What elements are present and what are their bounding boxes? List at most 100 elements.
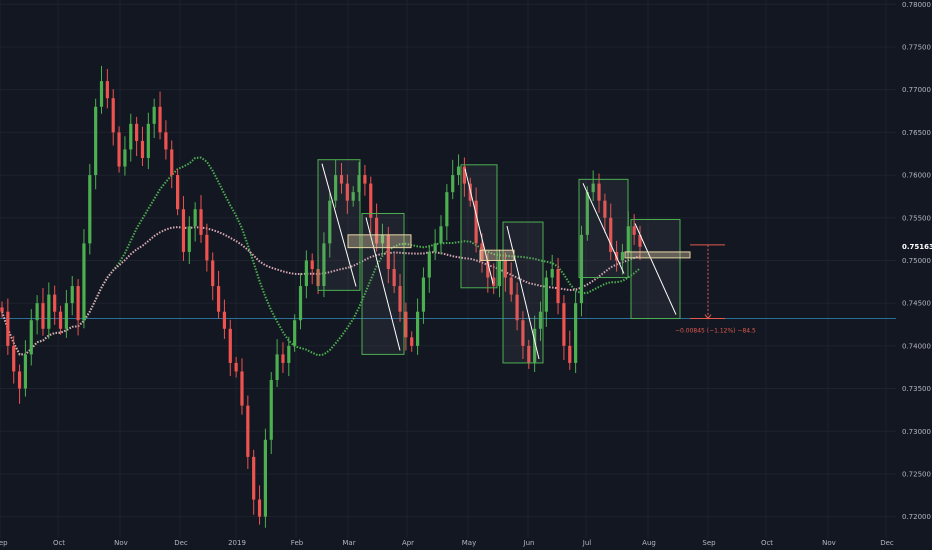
candle xyxy=(392,253,396,294)
price-axis[interactable]: 0.78000 0.77500 0.77000 0.76500 0.76000 0.755… xyxy=(897,1,932,521)
pattern-leg-line[interactable] xyxy=(464,168,494,284)
candle-body xyxy=(164,132,168,150)
measure-arrow xyxy=(704,314,712,320)
time-axis[interactable]: Sep Oct Nov Dec 2019 Feb Mar Apr May Jun Jul Aug Sep… xyxy=(0,539,894,547)
time-tick-label: Dec xyxy=(174,539,188,547)
candle xyxy=(363,164,367,196)
candle xyxy=(298,272,303,330)
candle xyxy=(88,163,92,255)
candle-body xyxy=(181,209,186,252)
candle-body xyxy=(205,234,209,261)
candle-body xyxy=(17,371,22,389)
candle-body xyxy=(129,123,133,150)
time-tick-label: Nov xyxy=(114,539,128,547)
price-tick-label: 0.75500 xyxy=(902,214,931,222)
candle xyxy=(17,364,22,404)
pattern-leg-line[interactable] xyxy=(582,183,625,274)
pattern-boxes xyxy=(317,159,681,364)
candle-body xyxy=(228,328,232,363)
candle xyxy=(497,249,502,298)
price-zone[interactable] xyxy=(347,234,412,249)
candle xyxy=(164,120,168,160)
candle-body xyxy=(47,294,51,329)
candle-body xyxy=(480,243,484,261)
candle xyxy=(334,159,338,208)
candle-body xyxy=(486,260,490,278)
candle-body xyxy=(492,277,496,287)
candle xyxy=(152,98,156,139)
candle-body xyxy=(456,166,461,176)
price-tick-label: 0.76000 xyxy=(902,172,931,180)
candle-body xyxy=(579,234,584,304)
price-zone[interactable] xyxy=(479,249,515,261)
candle xyxy=(281,342,285,374)
time-tick-label: Apr xyxy=(402,539,414,547)
candle xyxy=(70,276,74,316)
candle-body xyxy=(527,345,531,363)
candle-body xyxy=(474,200,478,244)
candle xyxy=(339,162,344,194)
candle-body xyxy=(421,277,426,312)
price-zone[interactable] xyxy=(624,251,691,259)
candle xyxy=(123,136,127,176)
candle xyxy=(597,173,601,213)
time-tick-label: Mar xyxy=(342,539,355,547)
candle xyxy=(187,216,191,265)
candle-body xyxy=(451,175,455,193)
last-price-label: 0.75163 xyxy=(902,243,932,251)
candle-body xyxy=(533,328,537,363)
pattern-leg-line[interactable] xyxy=(321,163,357,287)
candle-body xyxy=(281,354,285,363)
candle xyxy=(111,89,115,146)
price-tick-label: 0.72500 xyxy=(902,470,931,478)
candle xyxy=(322,232,326,298)
candle xyxy=(211,252,215,301)
candle xyxy=(0,301,4,318)
candle xyxy=(205,223,209,272)
price-tick-label: 0.75000 xyxy=(902,257,931,265)
candle xyxy=(568,330,572,370)
pattern-leg-line[interactable] xyxy=(506,225,540,360)
price-tick-label: 0.72000 xyxy=(902,513,931,521)
time-tick-label: 2019 xyxy=(228,539,246,547)
pattern-leg-line[interactable] xyxy=(365,217,401,351)
candle-body xyxy=(23,354,28,389)
time-tick-label: Sep xyxy=(702,539,716,547)
pattern-leg-line[interactable] xyxy=(634,223,677,315)
candle-body xyxy=(410,337,414,346)
candle-body xyxy=(427,251,431,278)
candle xyxy=(47,282,51,339)
candle-body xyxy=(603,200,607,218)
candle-body xyxy=(111,98,115,133)
candle xyxy=(515,282,519,331)
candle-body xyxy=(246,405,250,457)
candle-body xyxy=(562,303,566,346)
candle xyxy=(76,279,80,336)
candle xyxy=(199,195,203,243)
candle-body xyxy=(170,149,174,176)
candle-body xyxy=(515,294,519,321)
candle xyxy=(41,287,45,336)
candle xyxy=(228,319,232,377)
price-range-measure[interactable]: −0.00845 (−1.12%) −84.5 xyxy=(675,244,756,335)
candle-body xyxy=(538,311,543,329)
time-tick-label: May xyxy=(462,539,476,547)
candle xyxy=(181,196,186,261)
candle-body xyxy=(58,311,63,329)
candle xyxy=(527,339,531,369)
candle-body xyxy=(193,209,197,227)
candle xyxy=(287,336,291,377)
candle xyxy=(193,202,197,242)
candle-body xyxy=(29,320,33,355)
candle xyxy=(398,273,402,322)
candle-body xyxy=(123,149,127,167)
candle-body xyxy=(82,243,86,321)
time-tick-label: Dec xyxy=(880,539,894,547)
candle xyxy=(246,395,250,469)
time-tick-label: Sep xyxy=(0,539,8,547)
candle-body xyxy=(380,234,385,244)
candle xyxy=(574,291,578,374)
candle-body xyxy=(252,456,256,500)
candle-body xyxy=(298,286,303,321)
